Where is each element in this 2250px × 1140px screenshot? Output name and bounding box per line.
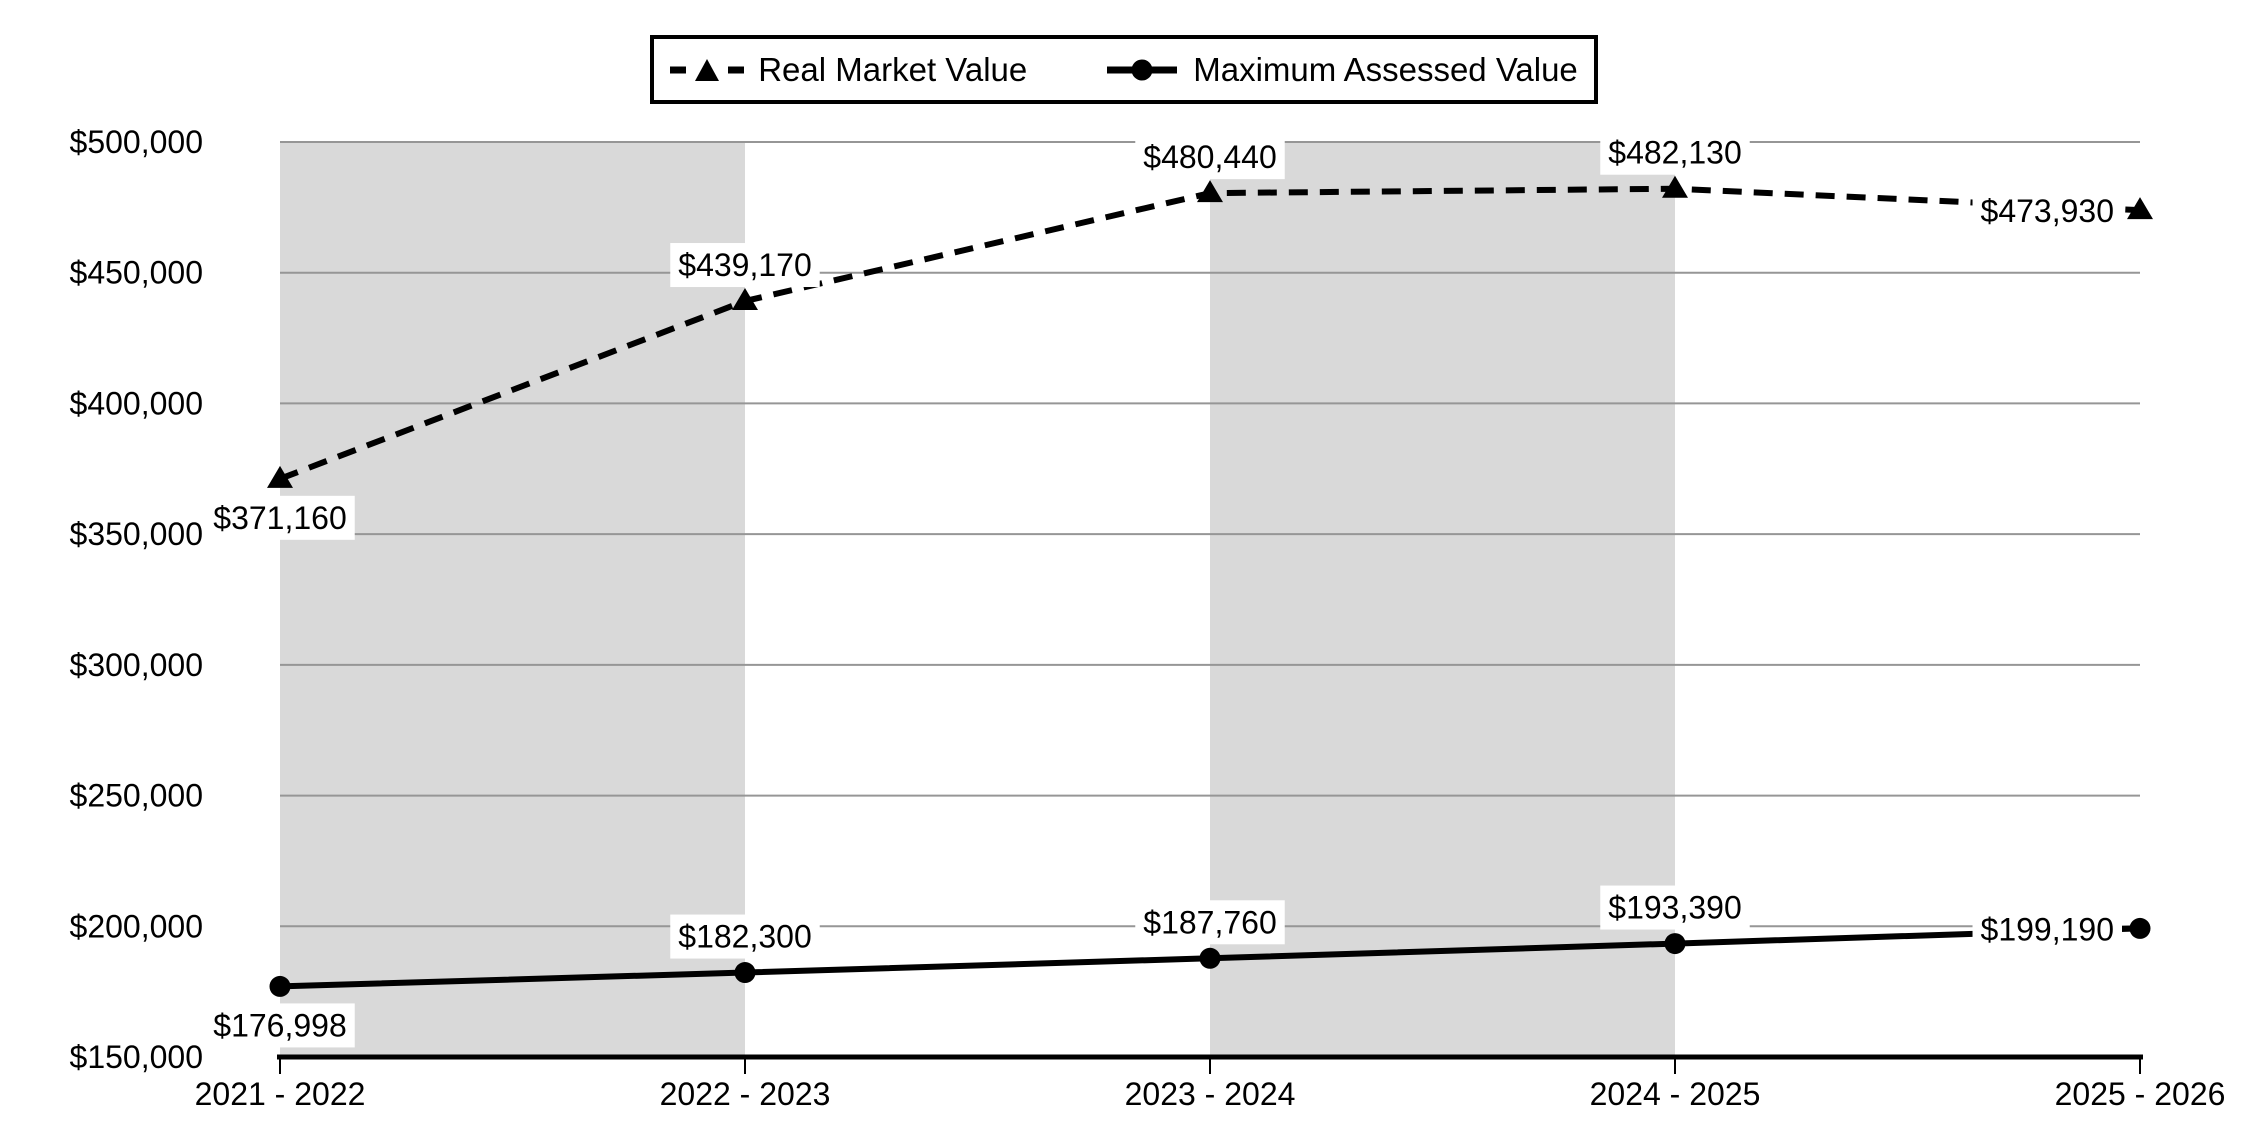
data-label-background bbox=[1135, 900, 1285, 945]
y-axis-label: $400,000 bbox=[70, 385, 203, 421]
legend-label-maximum-assessed-value: Maximum Assessed Value bbox=[1193, 50, 1578, 88]
data-label-background bbox=[670, 914, 820, 959]
data-label: $439,170 bbox=[678, 247, 811, 283]
data-label: $480,440 bbox=[1143, 139, 1276, 175]
y-axis-label: $200,000 bbox=[70, 908, 203, 944]
x-axis-label: 2024 - 2025 bbox=[1590, 1076, 1761, 1112]
y-axis-label: $300,000 bbox=[70, 647, 203, 683]
triangle-marker-icon bbox=[2127, 197, 2153, 220]
y-axis-label: $250,000 bbox=[70, 778, 203, 814]
dashed-triangle-line-icon bbox=[670, 58, 745, 81]
data-label-background bbox=[1135, 135, 1285, 180]
data-label: $187,760 bbox=[1143, 904, 1276, 940]
data-label: $176,998 bbox=[213, 1007, 346, 1043]
y-axis-label: $150,000 bbox=[70, 1039, 203, 1075]
data-label-background bbox=[1600, 130, 1750, 175]
plot-band bbox=[1210, 142, 1675, 1057]
data-label-background bbox=[205, 1003, 355, 1048]
data-label: $473,930 bbox=[1981, 193, 2114, 229]
data-label: $371,160 bbox=[213, 500, 346, 536]
circle-marker-icon bbox=[2129, 917, 2151, 939]
x-axis-label: 2022 - 2023 bbox=[660, 1076, 831, 1112]
data-label: $199,190 bbox=[1981, 911, 2114, 947]
y-axis-label: $350,000 bbox=[70, 516, 203, 552]
chart-legend: Real Market Value Maximum Assessed Value bbox=[650, 35, 1598, 104]
data-label-background bbox=[1972, 907, 2122, 952]
triangle-marker-icon bbox=[1197, 180, 1223, 203]
data-label-background bbox=[1972, 189, 2122, 234]
x-axis-label: 2025 - 2026 bbox=[2055, 1076, 2226, 1112]
data-label-background bbox=[1600, 885, 1750, 930]
triangle-marker-icon bbox=[1662, 175, 1688, 198]
legend-item-real-market-value: Real Market Value bbox=[670, 51, 1027, 89]
circle-marker-icon bbox=[734, 962, 756, 984]
circle-marker-icon bbox=[269, 975, 291, 997]
triangle-marker-icon bbox=[732, 288, 758, 311]
data-label-background bbox=[670, 243, 820, 288]
y-axis-label: $450,000 bbox=[70, 255, 203, 291]
x-axis-label: 2023 - 2024 bbox=[1125, 1076, 1296, 1112]
legend-item-maximum-assessed-value: Maximum Assessed Value bbox=[1105, 51, 1578, 89]
data-label: $193,390 bbox=[1608, 890, 1741, 926]
x-axis-label: 2021 - 2022 bbox=[195, 1076, 366, 1112]
triangle-marker-icon bbox=[267, 465, 293, 488]
solid-circle-line-icon bbox=[1107, 59, 1178, 80]
legend-label-real-market-value: Real Market Value bbox=[758, 50, 1028, 88]
y-axis-label: $500,000 bbox=[70, 124, 203, 160]
circle-marker-icon bbox=[1664, 933, 1686, 955]
data-label: $482,130 bbox=[1608, 135, 1741, 171]
data-label-background bbox=[205, 495, 355, 540]
data-label: $182,300 bbox=[678, 919, 811, 955]
plot-band bbox=[280, 142, 745, 1057]
circle-marker-icon bbox=[1199, 947, 1221, 969]
